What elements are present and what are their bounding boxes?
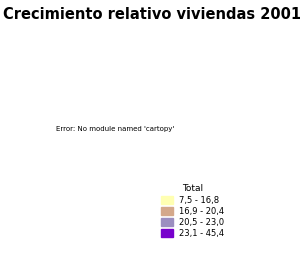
Text: Error: No module named 'cartopy': Error: No module named 'cartopy' [56, 126, 175, 132]
Legend: 7,5 - 16,8, 16,9 - 20,4, 20,5 - 23,0, 23,1 - 45,4: 7,5 - 16,8, 16,9 - 20,4, 20,5 - 23,0, 23… [159, 183, 226, 240]
Text: Crecimiento relativo viviendas 2001/2011: Crecimiento relativo viviendas 2001/2011 [3, 7, 300, 22]
